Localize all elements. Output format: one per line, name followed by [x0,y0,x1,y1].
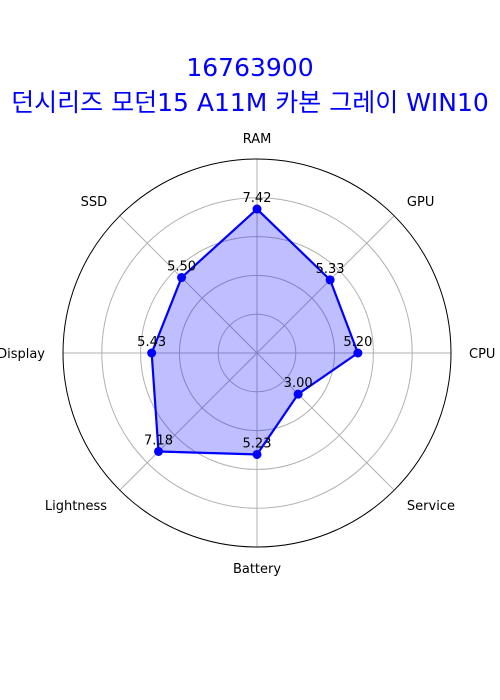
axis-label-ssd: SSD [81,195,108,210]
axis-label-battery: Battery [233,562,281,577]
chart-title: 16763900 [186,53,314,82]
value-label-service: 3.00 [284,376,313,391]
value-label-gpu: 5.33 [316,262,345,277]
data-point-ram [252,204,262,214]
axis-label-gpu: GPU [407,195,434,210]
value-label-battery: 5.23 [243,436,272,451]
data-point-gpu [325,275,335,285]
data-point-service [293,389,303,399]
data-area [150,207,359,456]
grid-spoke [256,215,395,354]
value-label-cpu: 5.20 [343,335,372,350]
value-label-display: 5.43 [137,335,166,350]
value-label-lightness: 7.18 [144,433,173,448]
data-point-cpu [353,348,363,358]
grid-spoke [119,215,258,354]
chart-subtitle: 던시리즈 모던15 A11M 카본 그레이 WIN10 [11,88,489,117]
grid-spoke [119,352,258,491]
axis-label-cpu: CPU [469,347,495,362]
data-point-display [147,348,157,358]
axis-label-display: Display [0,347,45,362]
data-point-battery [252,449,262,459]
grid-spoke [256,352,395,491]
data-point-ssd [177,273,187,283]
data-point-lightness [154,446,164,456]
axis-label-lightness: Lightness [45,499,107,514]
axis-label-service: Service [407,499,455,514]
outer-frame [62,158,452,548]
axis-label-ram: RAM [243,132,272,147]
value-label-ssd: 5.50 [167,260,196,275]
value-label-ram: 7.42 [243,191,272,206]
